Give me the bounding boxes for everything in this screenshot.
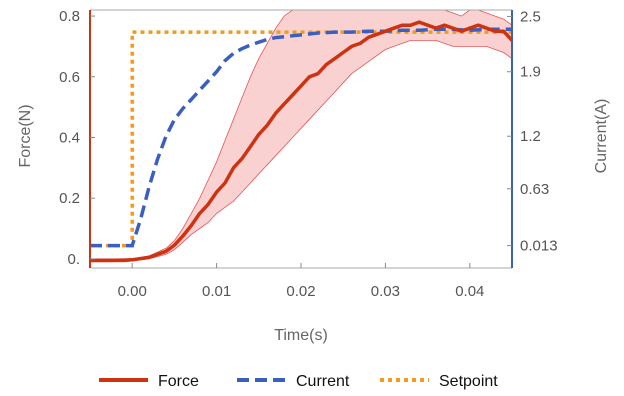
y-right-tick-label: 0.013 [520, 238, 558, 255]
legend-label-current: Current [296, 373, 350, 390]
force-line [90, 20, 514, 263]
y-left-tick-label: 0.6 [59, 69, 80, 86]
y-right-tick-label: 1.2 [520, 128, 541, 145]
legend: Force Current Setpoint [99, 373, 498, 390]
confidence-band-layer [89, 9, 513, 263]
y-right-tick-label: 1.9 [520, 64, 541, 81]
x-tick-label: 0.01 [202, 283, 231, 300]
y-left-tick-label: 0.2 [59, 190, 80, 207]
x-axis-label: Time(s) [274, 327, 328, 344]
axes-layer: 0.00 0.01 0.02 0.03 0.04 0. 0.2 0.4 0.6 0.8 0.013 0… [59, 8, 557, 300]
y-left-tick-label: 0.4 [59, 129, 80, 146]
current-line [90, 27, 512, 248]
y-right-tick-label: 2.5 [520, 8, 541, 25]
force-confidence-band [89, 9, 513, 263]
y-left-axis-label: Force(N) [17, 104, 34, 167]
x-tick-label: 0.03 [371, 283, 400, 300]
x-tick-label: 0.00 [118, 283, 147, 300]
x-tick-label: 0.04 [455, 283, 484, 300]
y-left-tick-label: 0.8 [59, 8, 80, 25]
series-layer [90, 20, 514, 263]
y-right-tick-label: 0.63 [520, 181, 549, 198]
legend-label-setpoint: Setpoint [439, 373, 498, 390]
y-right-axis-label: Current(A) [593, 99, 610, 174]
y-left-tick-label: 0. [67, 251, 80, 268]
x-tick-label: 0.02 [286, 283, 315, 300]
legend-label-force: Force [158, 373, 199, 390]
